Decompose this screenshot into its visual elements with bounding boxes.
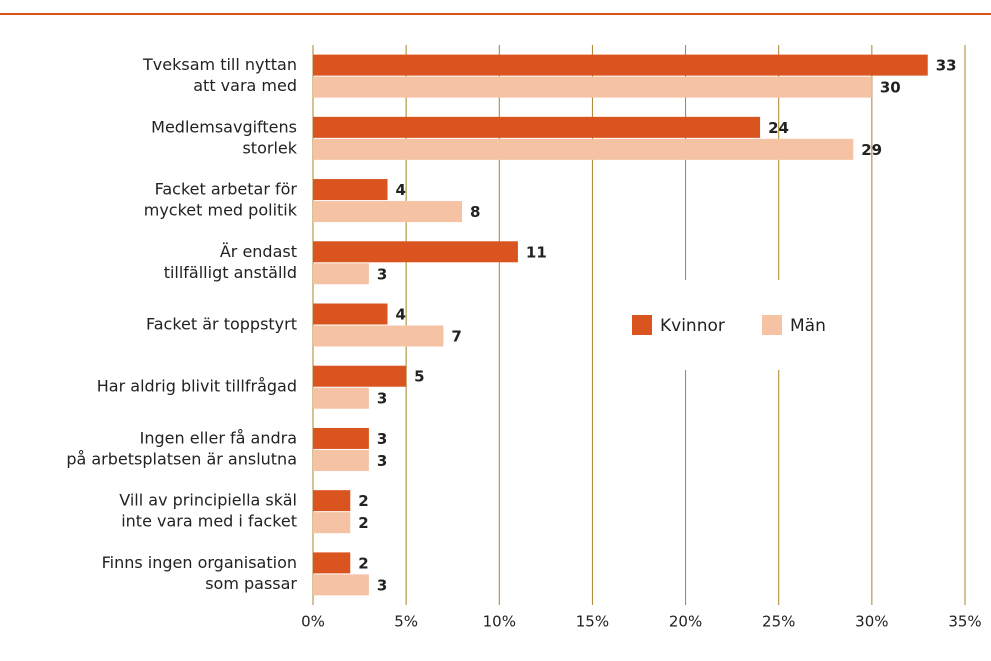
category-label: storlek (242, 138, 297, 157)
bar (313, 179, 388, 201)
x-tick-label: 25% (762, 613, 795, 631)
value-label: 2 (358, 492, 368, 510)
value-label: 3 (377, 452, 387, 470)
value-label: 3 (377, 265, 387, 283)
category-label: Facket är toppstyrt (146, 315, 297, 334)
x-tick-label: 30% (855, 613, 888, 631)
category-label: på arbetsplatsen är anslutna (66, 449, 297, 468)
category-label: Tveksam till nyttan (142, 55, 297, 74)
category-label: Ingen eller få andra (140, 428, 297, 447)
legend-swatch (632, 315, 652, 335)
value-label: 8 (470, 203, 480, 221)
category-label: Har aldrig blivit tillfrågad (97, 377, 297, 396)
legend-label: Kvinnor (660, 316, 725, 336)
category-label: att vara med (193, 76, 297, 95)
value-label: 11 (526, 243, 547, 261)
bar (313, 490, 351, 512)
category-label: Finns ingen organisation (102, 553, 297, 572)
value-label: 24 (768, 119, 789, 137)
x-tick-label: 10% (483, 613, 516, 631)
bar (313, 427, 369, 449)
bar (313, 76, 872, 98)
category-label: Är endast (220, 242, 297, 261)
x-tick-label: 15% (576, 613, 609, 631)
bar (313, 552, 351, 574)
value-label: 3 (377, 430, 387, 448)
bar (313, 116, 761, 138)
bar (313, 138, 854, 160)
category-label: inte vara med i facket (121, 512, 297, 531)
legend-label: Män (790, 316, 826, 336)
category-label: Vill av principiella skäl (119, 491, 297, 510)
x-tick-label: 20% (669, 613, 702, 631)
bar (313, 241, 518, 263)
value-label: 7 (451, 328, 461, 346)
legend-swatch (762, 315, 782, 335)
bar (313, 387, 369, 409)
category-label: som passar (205, 574, 297, 593)
category-label: mycket med politik (144, 201, 298, 220)
value-label: 4 (396, 306, 406, 324)
category-label: Facket arbetar för (155, 180, 298, 199)
bar (313, 512, 351, 534)
value-label: 33 (936, 57, 957, 75)
category-label: tillfälligt anställd (164, 263, 297, 282)
bar (313, 449, 369, 471)
bar (313, 54, 928, 76)
value-label: 2 (358, 514, 368, 532)
value-label: 30 (880, 79, 901, 97)
value-label: 29 (861, 141, 882, 159)
value-label: 3 (377, 390, 387, 408)
x-tick-label: 35% (948, 613, 981, 631)
bar (313, 201, 463, 223)
x-tick-label: 5% (394, 613, 418, 631)
value-label: 5 (414, 368, 424, 386)
bar (313, 263, 369, 285)
bar (313, 574, 369, 596)
x-tick-label: 0% (301, 613, 325, 631)
bar (313, 365, 407, 387)
category-label: Medlemsavgiftens (151, 117, 297, 136)
value-label: 3 (377, 576, 387, 594)
value-label: 2 (358, 554, 368, 572)
value-label: 4 (396, 181, 406, 199)
legend-background (620, 280, 850, 370)
bar (313, 303, 388, 325)
bar (313, 325, 444, 347)
